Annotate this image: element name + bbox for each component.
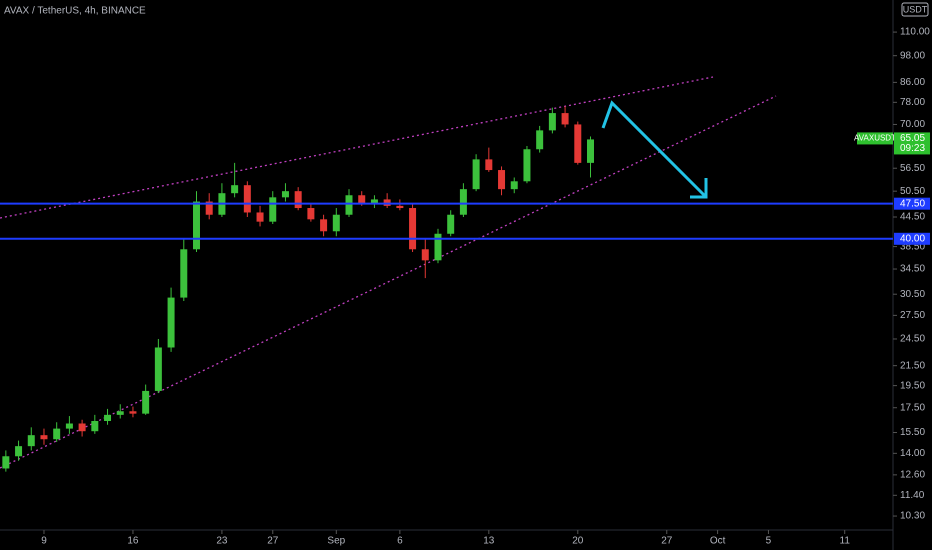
candle-body [485, 159, 493, 171]
trend-line [0, 95, 777, 469]
y-tick-label: 30.50 [900, 289, 925, 300]
y-tick-label: 19.50 [900, 380, 925, 391]
candle-body [193, 201, 200, 250]
y-tick-label: 17.50 [900, 402, 925, 413]
candle-body [587, 139, 594, 163]
x-tick-label: Oct [710, 536, 726, 547]
y-tick-label: 50.50 [900, 186, 925, 197]
candle-body [231, 185, 239, 194]
candle-body [383, 199, 391, 206]
candle-body [548, 113, 556, 131]
y-tick-label: 34.50 [900, 264, 925, 275]
currency: USDT [903, 4, 928, 14]
candle-body [447, 214, 455, 234]
candle-body [129, 411, 137, 414]
candle-body [104, 414, 112, 421]
candle-body [307, 208, 315, 220]
candle-body [358, 195, 366, 204]
candle-body [345, 195, 353, 215]
candle-body [332, 214, 340, 232]
candle-body [78, 423, 86, 432]
price-label-box [894, 197, 930, 210]
candle-body [205, 201, 213, 215]
candle-body [167, 297, 175, 348]
y-tick-label: 78.00 [900, 97, 925, 108]
candle-body [409, 208, 417, 250]
y-tick-label: 56.50 [900, 163, 925, 174]
x-tick-label: 6 [397, 536, 403, 547]
x-tick-label: 9 [41, 536, 47, 547]
countdown: 09:23 [900, 143, 925, 154]
x-tick-label: 5 [766, 536, 772, 547]
candle-body [498, 170, 506, 190]
candle-body [65, 423, 73, 429]
candle-body [256, 212, 264, 222]
price-label-box [894, 232, 930, 245]
candle-body [294, 191, 302, 209]
candle-body [523, 149, 531, 182]
y-tick-label: 15.50 [900, 427, 925, 438]
price-label: 47.50 [900, 198, 925, 209]
candle-body [243, 185, 251, 213]
x-tick-label: 11 [840, 536, 851, 547]
candle-body [472, 159, 480, 190]
y-tick-label: 12.60 [900, 469, 925, 480]
x-tick-label: 13 [483, 536, 495, 547]
price-label: 40.00 [900, 233, 925, 244]
candle-body [142, 390, 150, 414]
candle-body [370, 199, 378, 204]
candle-body [536, 130, 544, 150]
x-tick-label: 23 [216, 536, 228, 547]
y-tick-label: 21.50 [900, 360, 925, 371]
trend-line [0, 76, 714, 219]
candle-body [320, 219, 328, 232]
candle-body [2, 456, 10, 469]
arrow [601, 100, 708, 199]
x-tick-label: Sep [327, 536, 345, 547]
y-tick-label: 86.00 [900, 77, 925, 88]
symbol-box [857, 132, 893, 145]
y-tick-label: 38.50 [900, 241, 925, 252]
y-tick-label: 70.00 [900, 119, 925, 130]
currency-box [901, 2, 929, 17]
y-tick-label: 27.50 [900, 310, 925, 321]
x-tick-label: 27 [661, 536, 673, 547]
candle-body [15, 446, 23, 457]
y-tick-label: 110.00 [900, 27, 930, 38]
candle-body [421, 249, 429, 261]
candle-body [154, 347, 162, 391]
arrow-head [690, 178, 708, 199]
candles [2, 106, 594, 472]
candle-body [40, 435, 48, 440]
candle-body [459, 189, 467, 215]
x-tick-label: 20 [572, 536, 584, 547]
candle-body [396, 205, 404, 209]
candle-body [574, 124, 582, 163]
candle-body [561, 113, 569, 125]
candle-body [510, 181, 518, 190]
y-tick-label: 24.50 [900, 334, 925, 345]
y-tick-label: 44.50 [900, 212, 925, 223]
x-tick-label: 16 [127, 536, 139, 547]
chart-title: AVAX / TetherUS, 4h, BINANCE [4, 6, 146, 17]
last-price-box [894, 132, 930, 155]
x-tick-label: 27 [267, 536, 279, 547]
candle-body [53, 428, 61, 440]
candle-body [434, 233, 442, 261]
candle-body [281, 191, 289, 198]
y-tick-label: 14.00 [900, 448, 925, 459]
candle-body [91, 420, 99, 432]
last-price: 65.05 [900, 133, 925, 144]
candle-body [269, 197, 277, 222]
y-tick-label: 10.30 [900, 511, 925, 522]
symbol-label: AVAXUSDT [854, 134, 896, 143]
y-tick-label: 98.00 [900, 50, 925, 61]
candle-body [116, 411, 124, 415]
y-tick-label: 11.40 [900, 490, 925, 501]
candle-body [180, 249, 188, 298]
candle-body [27, 435, 35, 447]
